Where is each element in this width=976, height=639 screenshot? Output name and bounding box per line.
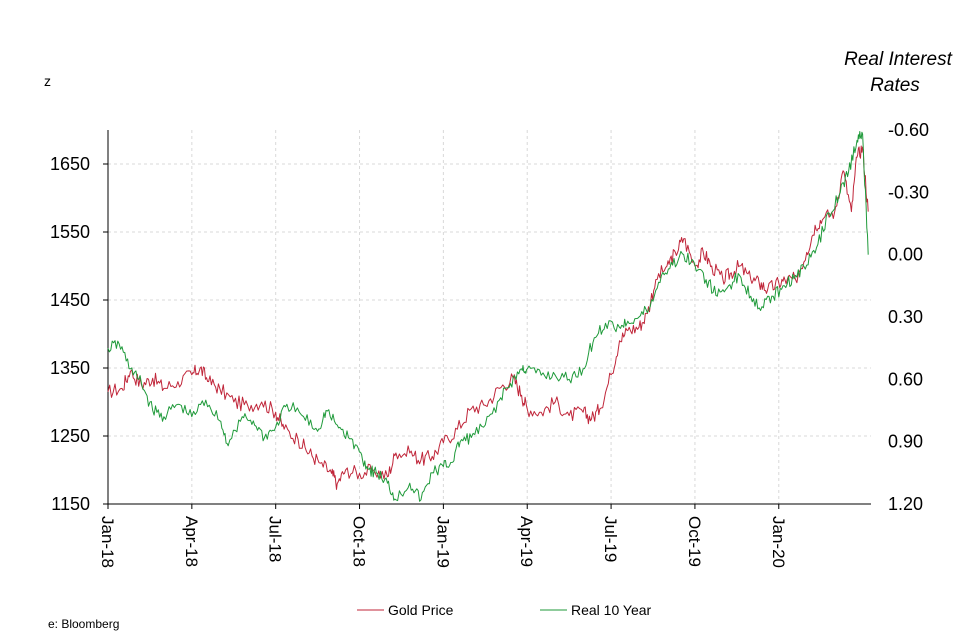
x-tick-label: Apr-19 <box>517 516 536 567</box>
x-tick-label: Apr-18 <box>182 516 201 567</box>
x-tick-label: Jul-18 <box>266 516 285 562</box>
x-tick-label: Jan-20 <box>769 516 788 568</box>
y-right-tick-label: 1.20 <box>888 494 923 514</box>
grid <box>107 130 871 505</box>
tick-labels: 1650 1550 1450 1350 1250 1150 -0.60 -0.30 0.00 0.… <box>50 120 929 568</box>
y-right-tick-label: -0.30 <box>888 182 929 202</box>
y-right-tick-label: 0.60 <box>888 369 923 389</box>
legend-label-gold-price: Gold Price <box>388 602 454 618</box>
source-note: e: Bloomberg <box>48 617 119 631</box>
left-axis-title: z <box>44 73 51 89</box>
x-tick-label: Jan-19 <box>433 516 452 568</box>
right-axis-title-line1: Real Interest <box>844 49 952 70</box>
y-right-tick-label: 0.90 <box>888 432 923 452</box>
legend: Gold Price Real 10 Year <box>357 602 652 618</box>
series-line-gold-price <box>107 145 869 490</box>
series-line-real-10-year <box>107 131 869 502</box>
legend-label-real-10-year: Real 10 Year <box>571 602 652 618</box>
x-tick-label: Jul-19 <box>601 516 620 562</box>
y-right-tick-label: 0.00 <box>888 245 923 265</box>
y-right-tick-label: -0.60 <box>888 120 929 140</box>
x-tick-label: Jan-18 <box>98 516 117 568</box>
x-tick-label: Oct-18 <box>350 516 369 567</box>
right-axis-title-line2: Rates <box>870 75 920 96</box>
series-group <box>107 131 869 502</box>
y-left-tick-label: 1250 <box>50 426 90 446</box>
y-left-tick-label: 1550 <box>50 222 90 242</box>
axes <box>103 130 871 509</box>
y-left-tick-label: 1650 <box>50 154 90 174</box>
y-left-tick-label: 1350 <box>50 358 90 378</box>
y-right-tick-label: 0.30 <box>888 307 923 327</box>
x-tick-label: Oct-19 <box>685 516 704 567</box>
y-left-tick-label: 1450 <box>50 290 90 310</box>
y-left-tick-label: 1150 <box>51 494 90 514</box>
